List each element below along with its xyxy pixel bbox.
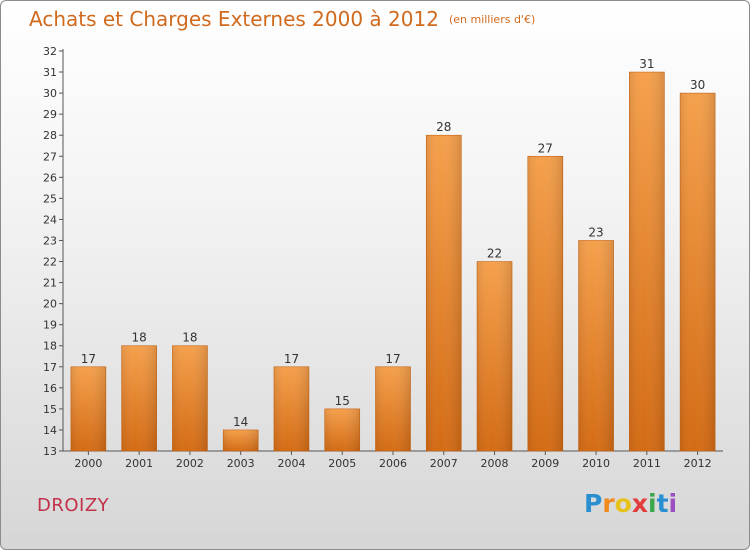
y-tick-label: 28 bbox=[43, 129, 57, 142]
y-tick-label: 21 bbox=[43, 277, 57, 290]
chart-title: Achats et Charges Externes 2000 à 2012 (e… bbox=[29, 7, 535, 31]
data-label: 30 bbox=[690, 78, 705, 92]
x-tick-label: 2011 bbox=[633, 457, 661, 470]
x-tick-label: 2006 bbox=[379, 457, 407, 470]
logo-letter: x bbox=[631, 489, 648, 518]
data-label: 23 bbox=[588, 225, 603, 239]
y-tick-label: 29 bbox=[43, 108, 57, 121]
logo-letter: r bbox=[602, 489, 615, 518]
bar-shade bbox=[375, 366, 411, 451]
y-tick-label: 31 bbox=[43, 66, 57, 79]
data-label: 27 bbox=[538, 141, 553, 155]
bar-shade bbox=[527, 156, 563, 451]
proxiti-logo: Proxiti bbox=[584, 489, 677, 518]
data-label: 28 bbox=[436, 120, 451, 134]
y-tick-label: 23 bbox=[43, 234, 57, 247]
data-label: 17 bbox=[81, 352, 96, 366]
y-tick-label: 20 bbox=[43, 298, 57, 311]
chart-unit: (en milliers d'€) bbox=[448, 13, 536, 26]
logo-letter: i bbox=[668, 489, 678, 518]
y-tick-label: 25 bbox=[43, 192, 57, 205]
x-tick-label: 2002 bbox=[176, 457, 204, 470]
y-tick-label: 18 bbox=[43, 340, 57, 353]
labels-group: 17 18 18 14 17 15 17 28 22 27 23 31 30 bbox=[81, 57, 706, 429]
x-tick-label: 2012 bbox=[684, 457, 712, 470]
y-tick-label: 27 bbox=[43, 150, 57, 163]
y-tick-label: 30 bbox=[43, 87, 57, 100]
x-tick-label: 2001 bbox=[125, 457, 153, 470]
x-tick-label: 2005 bbox=[328, 457, 356, 470]
logo-letter: t bbox=[656, 489, 669, 518]
y-tick-label: 16 bbox=[43, 382, 57, 395]
chart-title-text: Achats et Charges Externes 2000 à 2012 bbox=[29, 7, 439, 31]
bar-shade bbox=[629, 72, 665, 451]
y-tick-label: 13 bbox=[43, 445, 57, 458]
x-tick-label: 2003 bbox=[227, 457, 255, 470]
bar-shade bbox=[324, 408, 360, 451]
y-tick-label: 24 bbox=[43, 213, 57, 226]
data-label: 17 bbox=[284, 352, 299, 366]
bar-shade bbox=[172, 345, 208, 451]
data-label: 14 bbox=[233, 415, 248, 429]
bar-shade bbox=[70, 366, 106, 451]
bar-shade bbox=[273, 366, 309, 451]
data-label: 17 bbox=[385, 352, 400, 366]
y-tick-label: 22 bbox=[43, 256, 57, 269]
data-label: 18 bbox=[182, 331, 197, 345]
y-tick-label: 26 bbox=[43, 171, 57, 184]
bar-shade bbox=[680, 93, 716, 452]
bar-shade bbox=[121, 345, 157, 451]
x-tick-label: 2008 bbox=[481, 457, 509, 470]
bar-shade bbox=[578, 240, 614, 451]
logo-letter: i bbox=[648, 489, 657, 518]
y-tick-label: 32 bbox=[43, 45, 57, 58]
bars-group bbox=[70, 71, 716, 452]
bar-shade bbox=[223, 429, 259, 451]
x-tick-label: 2009 bbox=[531, 457, 559, 470]
x-tick-label: 2010 bbox=[582, 457, 610, 470]
y-tick-label: 14 bbox=[43, 424, 57, 437]
commune-name: DROIZY bbox=[37, 495, 110, 516]
x-tick-label: 2004 bbox=[277, 457, 305, 470]
y-tick-label: 19 bbox=[43, 319, 57, 332]
axes-group: 13 14 15 16 17 18 19 20 21 22 23 24 25 26 27 28 29 30 31 32… bbox=[43, 45, 723, 470]
x-tick-label: 2007 bbox=[430, 457, 458, 470]
y-tick-label: 15 bbox=[43, 403, 57, 416]
x-tick-label: 2000 bbox=[74, 457, 102, 470]
logo-letter: P bbox=[584, 489, 603, 518]
data-label: 31 bbox=[639, 57, 654, 71]
data-label: 22 bbox=[487, 247, 502, 261]
data-label: 15 bbox=[335, 394, 350, 408]
logo-letter: o bbox=[614, 489, 632, 518]
bar-shade bbox=[477, 261, 513, 451]
y-tick-label: 17 bbox=[43, 361, 57, 374]
bar-shade bbox=[426, 135, 462, 452]
data-label: 18 bbox=[132, 331, 147, 345]
